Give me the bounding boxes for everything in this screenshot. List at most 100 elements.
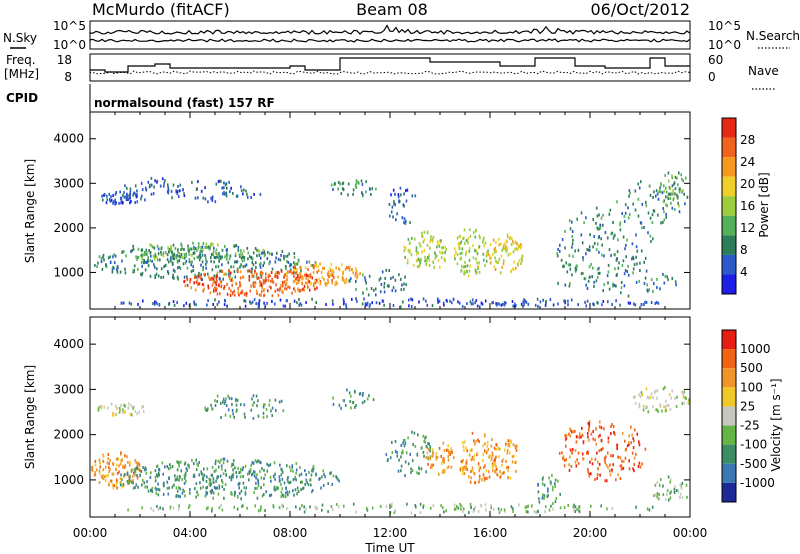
echo-cell	[295, 471, 297, 475]
echo-cell	[244, 264, 246, 268]
echo-cell	[422, 505, 424, 509]
echo-cell	[628, 467, 631, 471]
echo-cell	[182, 262, 185, 266]
echo-cell	[123, 250, 125, 253]
echo-cell	[351, 297, 353, 301]
echo-cell	[449, 299, 451, 303]
echo-cell	[202, 283, 205, 287]
echo-cell	[244, 464, 247, 468]
echo-cell	[621, 212, 623, 215]
echo-cell	[591, 457, 593, 461]
echo-cell	[388, 284, 390, 288]
echo-cell	[379, 276, 382, 280]
echo-cell	[113, 200, 115, 204]
echo-cell	[130, 479, 132, 483]
echo-cell	[601, 253, 603, 257]
echo-cell	[192, 251, 195, 255]
time-tick-label: 08:00	[273, 526, 308, 540]
echo-cell	[592, 218, 594, 221]
echo-cell	[453, 456, 455, 460]
echo-cell	[368, 187, 371, 191]
echo-cell	[288, 252, 290, 256]
echo-cell	[485, 254, 488, 258]
echo-cell	[425, 470, 427, 474]
echo-cell	[527, 302, 530, 306]
echo-cell	[492, 453, 494, 457]
echo-cell	[190, 263, 192, 267]
echo-cell	[323, 266, 325, 270]
echo-cell	[156, 258, 159, 262]
colorbar-swatch	[722, 274, 736, 294]
echo-cell	[328, 275, 330, 278]
echo-cell	[685, 483, 688, 487]
echo-cell	[255, 481, 257, 485]
echo-cell	[259, 470, 261, 473]
echo-cell	[106, 461, 109, 465]
echo-cell	[243, 249, 245, 253]
echo-cell	[312, 282, 315, 286]
echo-cell	[209, 291, 212, 295]
echo-cell	[259, 283, 262, 287]
echo-cell	[595, 442, 597, 446]
echo-cell	[436, 240, 439, 244]
echo-cell	[180, 244, 183, 248]
echo-cell	[598, 425, 601, 429]
echo-cell	[225, 272, 227, 276]
echo-cell	[143, 258, 145, 262]
echo-cell	[269, 475, 272, 479]
echo-cell	[217, 256, 220, 260]
echo-cell	[378, 301, 381, 305]
echo-cell	[498, 237, 500, 241]
echo-cell	[597, 435, 600, 439]
echo-cell	[404, 255, 406, 259]
echo-cell	[198, 253, 201, 257]
echo-cell	[265, 272, 267, 276]
echo-cell	[418, 472, 420, 475]
time-tick-label: 16:00	[473, 526, 508, 540]
echo-cell	[329, 268, 332, 272]
echo-cell	[173, 303, 176, 307]
echo-cell	[638, 402, 641, 406]
echo-cell	[423, 454, 425, 458]
echo-cell	[232, 292, 234, 296]
echo-cell	[455, 504, 458, 508]
echo-cell	[269, 463, 272, 467]
echo-cell	[341, 263, 343, 267]
echo-cell	[157, 472, 160, 475]
echo-cell	[279, 258, 282, 262]
echo-cell	[512, 509, 514, 513]
echo-cell	[663, 189, 665, 193]
echo-cell	[295, 478, 297, 482]
echo-cell	[410, 471, 412, 474]
echo-cell	[662, 207, 664, 210]
echo-cell	[231, 402, 233, 406]
echo-cell	[236, 398, 239, 402]
echo-cell	[305, 301, 307, 305]
echo-cell	[605, 463, 608, 467]
echo-cell	[111, 472, 113, 476]
echo-cell	[595, 221, 597, 225]
echo-cell	[310, 264, 313, 267]
echo-cell	[645, 200, 647, 204]
echo-cell	[323, 277, 325, 281]
echo-cell	[286, 254, 289, 258]
echo-cell	[281, 250, 284, 253]
echo-cell	[600, 237, 602, 241]
echo-cell	[250, 267, 253, 271]
echo-cell	[259, 508, 262, 512]
echo-cell	[330, 273, 332, 277]
echo-cell	[417, 433, 419, 437]
echo-cell	[235, 410, 238, 413]
echo-cell	[271, 406, 274, 410]
echo-cell	[344, 267, 347, 271]
echo-cell	[238, 293, 240, 297]
echo-cell	[137, 247, 140, 251]
echo-cell	[315, 262, 317, 266]
echo-cell	[650, 240, 652, 243]
echo-cell	[536, 297, 539, 301]
echo-cell	[119, 270, 122, 274]
echo-cell	[645, 269, 648, 273]
echo-cell	[248, 470, 250, 474]
echo-cell	[603, 427, 605, 431]
echo-cell	[294, 265, 296, 269]
